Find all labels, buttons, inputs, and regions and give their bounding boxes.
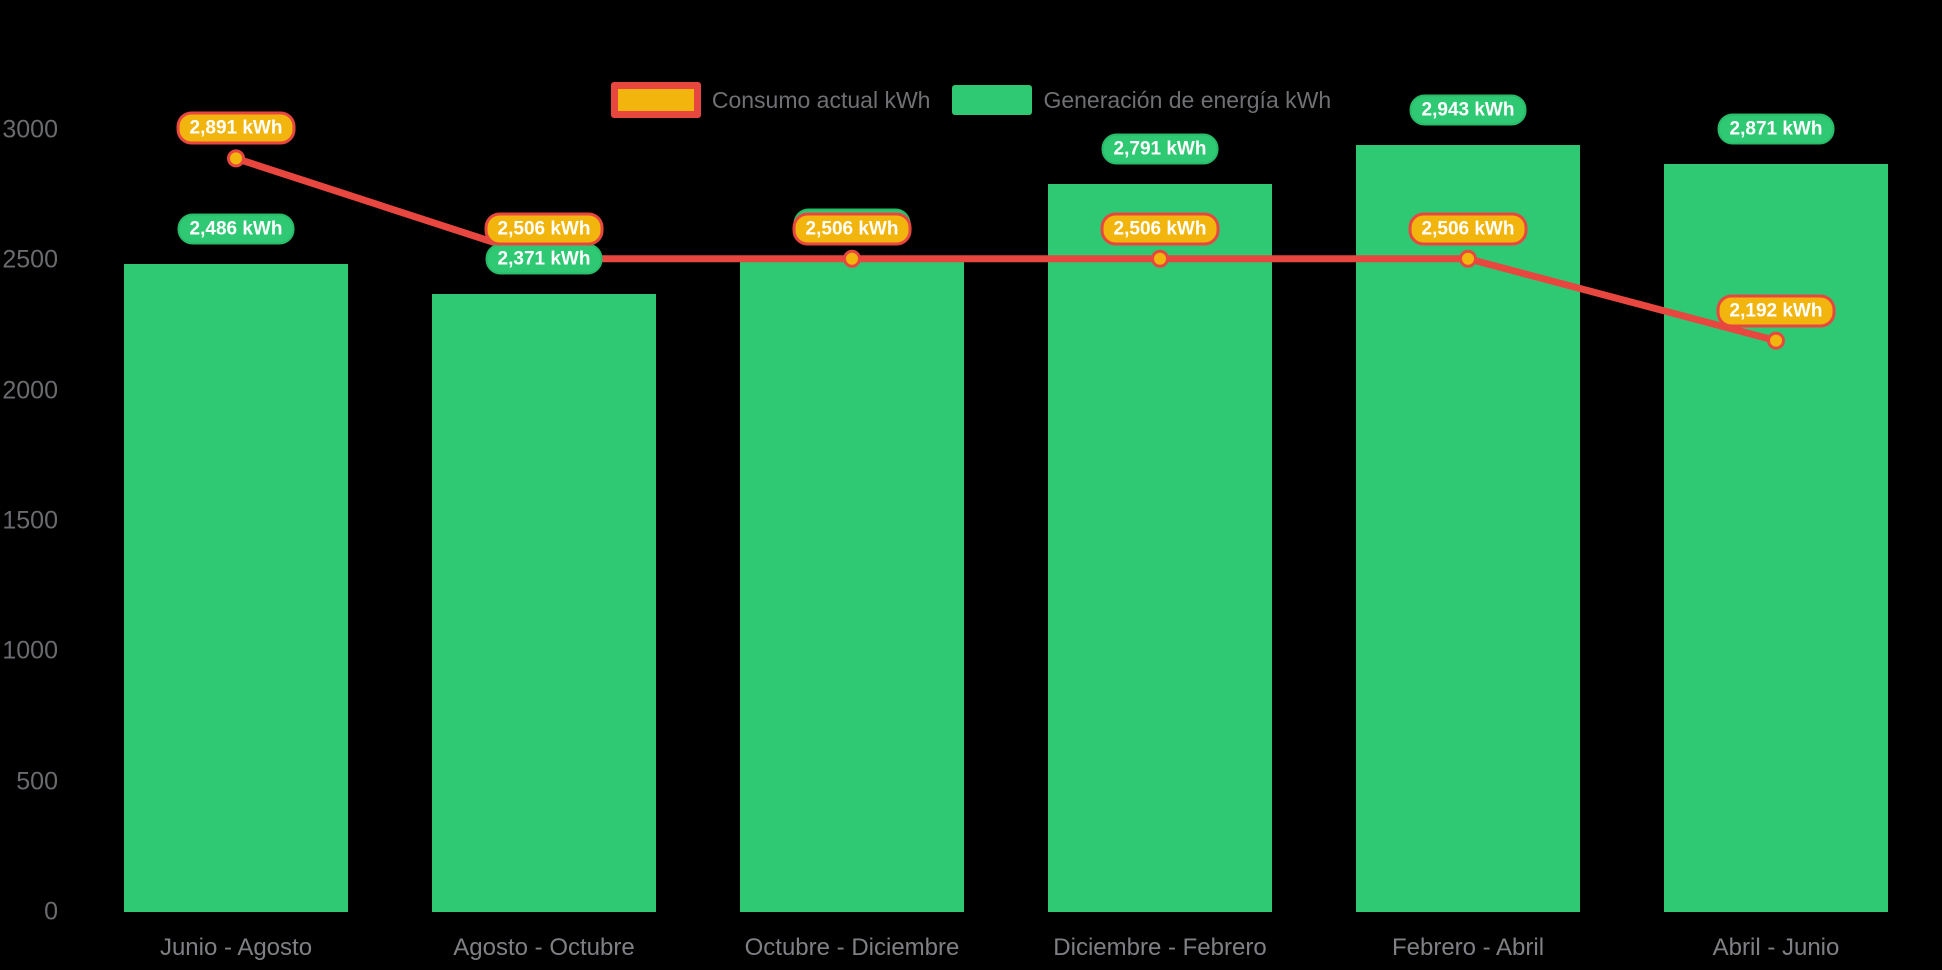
- consumo-badge-4: 2,506 kWh: [1408, 212, 1528, 246]
- chart-legend: Consumo actual kWh Generación de energía…: [0, 82, 1942, 118]
- y-tick-label-1000: 1000: [2, 636, 58, 665]
- x-tick-label-2: Octubre - Diciembre: [744, 934, 960, 961]
- y-tick-label-0: 0: [44, 897, 58, 926]
- generacion-badge-0: 2,486 kWh: [177, 213, 295, 245]
- generacion-badge-4: 2,943 kWh: [1409, 94, 1527, 126]
- bar-generacion-1[interactable]: [432, 293, 656, 912]
- x-tick-label-3: Diciembre - Febrero: [1053, 934, 1267, 961]
- consumo-swatch-icon: [610, 82, 701, 118]
- y-tick-label-1500: 1500: [2, 506, 58, 535]
- bar-generacion-4[interactable]: [1356, 144, 1580, 912]
- consumo-point-0[interactable]: [227, 149, 245, 168]
- consumo-badge-5: 2,192 kWh: [1716, 294, 1836, 328]
- generacion-badge-5: 2,871 kWh: [1717, 113, 1835, 145]
- y-tick-label-2500: 2500: [2, 245, 58, 274]
- legend-item-generacion[interactable]: Generación de energía kWh: [952, 85, 1331, 115]
- x-tick-label-5: Abril - Junio: [1712, 934, 1840, 961]
- bar-generacion-5[interactable]: [1664, 163, 1888, 912]
- bar-generacion-3[interactable]: [1048, 184, 1272, 912]
- generacion-swatch-icon: [952, 85, 1033, 115]
- generacion-badge-1: 2,371 kWh: [485, 243, 603, 275]
- generacion-badge-3: 2,791 kWh: [1101, 133, 1219, 165]
- bar-generacion-2[interactable]: [740, 258, 964, 912]
- consumo-badge-0: 2,891 kWh: [176, 111, 296, 145]
- consumo-badge-3: 2,506 kWh: [1100, 212, 1220, 246]
- y-tick-label-500: 500: [16, 767, 58, 796]
- consumo-badge-2: 2,506 kWh: [792, 212, 912, 246]
- y-tick-label-3000: 3000: [2, 115, 58, 144]
- bar-generacion-0[interactable]: [124, 263, 348, 912]
- legend-item-consumo[interactable]: Consumo actual kWh: [610, 82, 931, 118]
- legend-label-consumo: Consumo actual kWh: [711, 86, 931, 113]
- x-tick-label-0: Junio - Agosto: [159, 934, 313, 961]
- consumo-badge-1: 2,506 kWh: [484, 212, 604, 246]
- x-tick-label-1: Agosto - Octubre: [453, 934, 635, 961]
- legend-label-generacion: Generación de energía kWh: [1043, 86, 1332, 113]
- y-tick-label-2000: 2000: [2, 376, 58, 405]
- x-tick-label-4: Febrero - Abril: [1391, 934, 1545, 961]
